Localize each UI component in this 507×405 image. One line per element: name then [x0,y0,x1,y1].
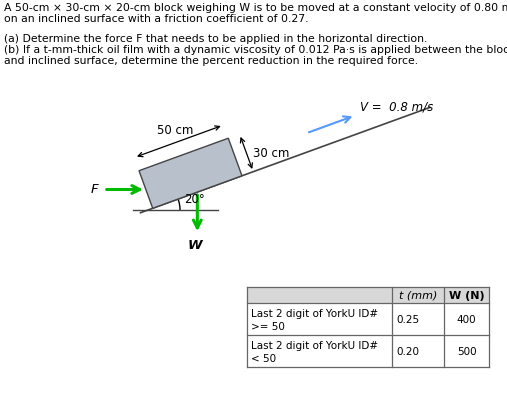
Text: on an inclined surface with a friction coefficient of 0.27.: on an inclined surface with a friction c… [4,14,308,24]
Text: t (mm): t (mm) [399,290,437,300]
Text: (a) Determine the force F that needs to be applied in the horizontal direction.: (a) Determine the force F that needs to … [4,34,427,44]
Text: F: F [90,183,98,196]
Text: 500: 500 [457,346,476,356]
Text: Last 2 digit of YorkU ID#: Last 2 digit of YorkU ID# [251,308,378,318]
Text: 50 cm: 50 cm [157,124,193,137]
FancyBboxPatch shape [247,287,489,303]
Text: W (N): W (N) [449,290,484,300]
Text: 400: 400 [457,314,476,324]
Polygon shape [139,139,242,209]
Text: 0.25: 0.25 [396,314,419,324]
Text: 20°: 20° [184,192,205,205]
Text: < 50: < 50 [251,353,276,363]
Text: A 50-cm × 30-cm × 20-cm block weighing W is to be moved at a constant velocity o: A 50-cm × 30-cm × 20-cm block weighing W… [4,3,507,13]
Text: 0.20: 0.20 [396,346,419,356]
Text: (b) If a t-mm-thick oil film with a dynamic viscosity of 0.012 Pa·s is applied b: (b) If a t-mm-thick oil film with a dyna… [4,45,507,55]
Text: V =  0.8 m/s: V = 0.8 m/s [360,100,433,113]
Text: W: W [188,239,203,252]
Text: >= 50: >= 50 [251,321,285,331]
Text: 30 cm: 30 cm [254,147,290,160]
Text: Last 2 digit of YorkU ID#: Last 2 digit of YorkU ID# [251,340,378,350]
Text: and inclined surface, determine the percent reduction in the required force.: and inclined surface, determine the perc… [4,55,418,66]
